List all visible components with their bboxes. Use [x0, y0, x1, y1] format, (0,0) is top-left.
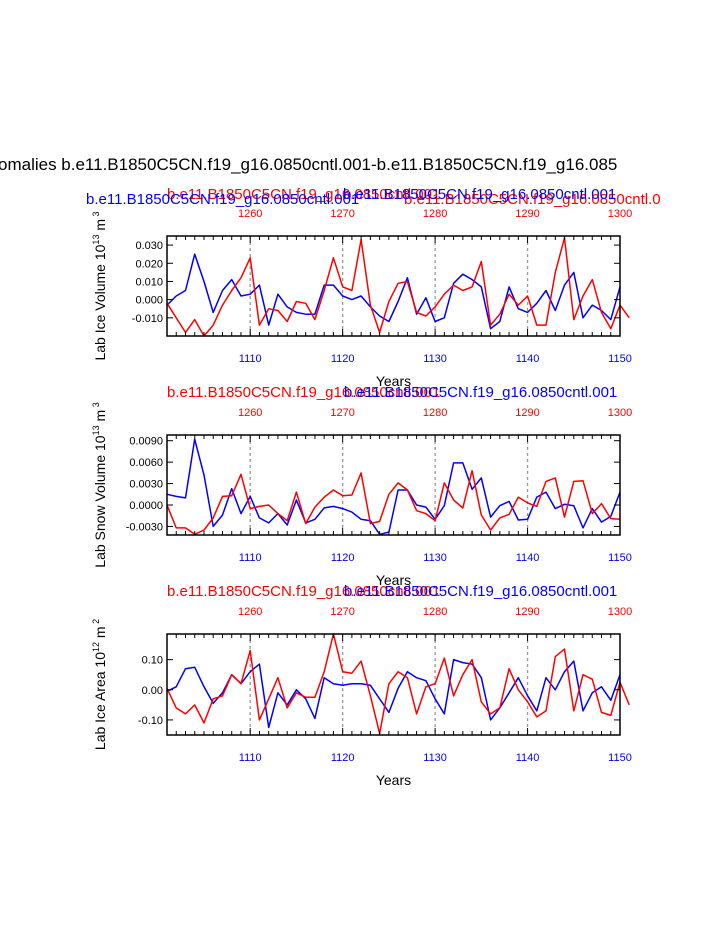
- x-top-tick-label: 1300: [608, 606, 632, 618]
- x-tick-label: 1130: [423, 552, 447, 564]
- x-tick-label: 1120: [331, 353, 355, 365]
- chart-panel-1: -0.010 0.000 0.010 0.020 0.030 1110 1120 1130 11…: [91, 208, 632, 389]
- top-header: b.e11.B1850C5CN.f19_g16.0850cntl.001 b.e…: [86, 186, 661, 208]
- panel-header-red: b.e11.B1850C5CN.f19_g16.0850cntl.001: [167, 583, 440, 600]
- x-top-tick-label: 1290: [515, 606, 539, 618]
- header-red-back: b.e11.B1850C5CN.f19_g16.0850cntl.001: [167, 186, 440, 203]
- y-axis-label-exponent: 13: [91, 235, 101, 245]
- series-line-blue: [166, 438, 621, 536]
- y-axis-label-part: m: [92, 626, 108, 642]
- x-tick-label: 1140: [516, 353, 540, 365]
- y-tick-label: -0.10: [138, 715, 163, 727]
- x-top-tick-label: 1300: [608, 407, 632, 419]
- x-tick-label: 1150: [608, 552, 632, 564]
- y-axis-label-exponent: 2: [91, 619, 101, 627]
- x-top-tick-label: 1280: [423, 208, 447, 220]
- x-axis-label: Years: [376, 572, 411, 588]
- y-tick-label: 0.0030: [129, 479, 163, 491]
- y-axis-label-exponent: 13: [91, 425, 101, 435]
- x-top-tick-label: 1270: [330, 606, 354, 618]
- header-blue-left: b.e11.B1850C5CN.f19_g16.0850cntl.001: [86, 191, 359, 208]
- x-top-tick-label: 1260: [238, 407, 262, 419]
- y-axis-label: Lab Snow Volume 1013 m 3: [91, 402, 108, 567]
- x-tick-label: 1110: [239, 552, 262, 564]
- y-axis-label: Lab Ice Volume 1013 m 3: [91, 211, 108, 360]
- x-tick-label: 1140: [516, 752, 540, 764]
- x-top-tick-label: 1290: [515, 407, 539, 419]
- x-tick-label: 1140: [516, 552, 540, 564]
- x-tick-label: 1150: [608, 752, 632, 764]
- x-tick-label: 1150: [608, 353, 632, 365]
- y-axis-label-part: m: [92, 219, 108, 235]
- chart-panel-3: b.e11.B1850C5CN.f19_g16.0850cntl.001b.e1…: [91, 583, 632, 788]
- panel-header-blue: b.e11.B1850C5CN.f19_g16.0850cntl.001: [344, 583, 617, 600]
- x-top-tick-label: 1260: [238, 606, 262, 618]
- header-red-right: b.e11.B1850C5CN.f19_g16.0850cntl.0: [404, 191, 661, 208]
- x-top-tick-label: 1280: [423, 407, 447, 419]
- y-tick-label: 0.030: [135, 240, 163, 252]
- y-tick-label: 0.00: [142, 685, 163, 697]
- x-tick-label: 1130: [423, 752, 447, 764]
- x-axis-label: Years: [376, 373, 411, 389]
- y-tick-label: -0.0030: [126, 521, 163, 533]
- y-axis-label-part: Lab Snow Volume 10: [92, 435, 108, 568]
- y-axis-label-part: Lab Ice Volume 10: [92, 244, 108, 360]
- series-line-blue: [166, 253, 621, 330]
- x-top-tick-label: 1280: [423, 606, 447, 618]
- x-top-tick-label: 1270: [330, 407, 354, 419]
- y-tick-label: 0.0090: [129, 436, 163, 448]
- panel-header-blue: b.e11.B1850C5CN.f19_g16.0850cntl.001: [344, 384, 617, 401]
- header-blue-right: b.e11.B1850C5CN.f19_g16.0850cntl.001: [343, 186, 616, 203]
- x-tick-label: 1110: [239, 752, 262, 764]
- y-axis-label-exponent: 12: [91, 642, 101, 652]
- y-axis-label-part: Lab Ice Area 10: [92, 652, 108, 750]
- y-tick-label: 0.0060: [129, 457, 163, 469]
- panels: -0.010 0.000 0.010 0.020 0.030 1110 1120 1130 11…: [91, 208, 632, 788]
- x-axis-label: Years: [376, 772, 411, 788]
- series-line-blue: [166, 658, 621, 729]
- x-tick-label: 1120: [331, 552, 355, 564]
- y-tick-label: -0.010: [132, 313, 163, 325]
- x-top-tick-label: 1300: [608, 208, 632, 220]
- x-tick-label: 1120: [331, 752, 355, 764]
- y-axis-label-exponent: 3: [91, 402, 101, 410]
- x-tick-label: 1130: [423, 353, 447, 365]
- y-axis-label-exponent: 3: [91, 211, 101, 219]
- y-tick-label: 0.000: [135, 295, 163, 307]
- y-tick-label: 0.0000: [129, 500, 163, 512]
- y-axis-label: Lab Ice Area 1012 m 2: [91, 619, 108, 750]
- series-line-red: [166, 633, 630, 735]
- x-top-tick-label: 1260: [238, 208, 262, 220]
- panel-header-red: b.e11.B1850C5CN.f19_g16.0850cntl.001: [167, 384, 440, 401]
- plot-frame: [166, 633, 621, 736]
- x-tick-label: 1110: [239, 353, 262, 365]
- y-axis-label-part: m: [92, 410, 108, 426]
- series-line-red: [166, 469, 621, 536]
- plot-frame: [166, 434, 621, 536]
- y-tick-label: 0.010: [135, 276, 163, 288]
- plot-frame: [166, 235, 621, 337]
- series-line-red: [166, 237, 630, 337]
- y-tick-label: 0.10: [142, 655, 163, 667]
- chart-panel-2: b.e11.B1850C5CN.f19_g16.0850cntl.001b.e1…: [91, 384, 632, 588]
- figure-title: omalies b.e11.B1850C5CN.f19_g16.0850cntl…: [0, 155, 617, 174]
- y-tick-label: 0.020: [135, 258, 163, 270]
- x-top-tick-label: 1290: [515, 208, 539, 220]
- x-top-tick-label: 1270: [330, 208, 354, 220]
